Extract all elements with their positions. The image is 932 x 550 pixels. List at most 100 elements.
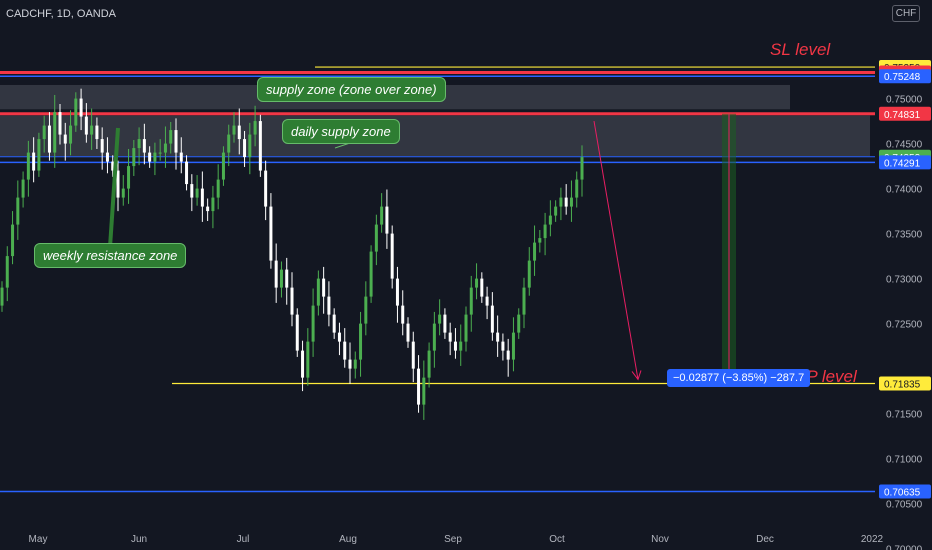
ytick-0.75000: 0.75000 — [886, 95, 923, 106]
candle-35 — [185, 155, 189, 191]
sl-level-label[interactable]: SL level — [770, 40, 831, 59]
candle-97 — [511, 317, 515, 372]
candle-71 — [374, 214, 378, 266]
candle-27 — [142, 123, 146, 165]
price-label-bg-0.74831 — [879, 106, 931, 121]
candle-76 — [401, 290, 405, 336]
candle-21 — [111, 155, 115, 177]
projection-arrow-head — [631, 370, 642, 381]
currency-button[interactable]: CHF — [892, 5, 920, 22]
candle-38 — [200, 171, 204, 222]
candle-5 — [26, 140, 30, 197]
candle-72 — [380, 193, 384, 233]
ytick-0.72500: 0.72500 — [886, 320, 923, 331]
candle-28 — [148, 146, 152, 168]
candle-33 — [174, 118, 178, 170]
candle-22 — [116, 160, 120, 212]
ytick-0.73500: 0.73500 — [886, 230, 923, 241]
candle-43 — [227, 124, 231, 167]
weekly-note-pointer — [108, 127, 120, 248]
candle-9 — [47, 112, 51, 161]
xtick-Sep: Sep — [444, 534, 462, 545]
candle-85 — [448, 322, 452, 356]
candle-80 — [422, 360, 426, 420]
candle-1 — [5, 246, 9, 302]
price-label-0.70635: 0.70635 — [884, 487, 921, 498]
candle-31 — [163, 126, 167, 168]
price-label-bg-0.71835 — [879, 376, 931, 391]
candle-56 — [295, 308, 299, 357]
weekly-resistance-note[interactable]: weekly resistance zone — [34, 243, 187, 268]
candle-78 — [411, 331, 415, 383]
ytick-0.71000: 0.71000 — [886, 455, 923, 466]
candle-14 — [74, 92, 78, 132]
xtick-May: May — [29, 534, 48, 545]
candle-66 — [348, 342, 352, 384]
candle-107 — [564, 184, 568, 215]
candle-92 — [485, 286, 489, 320]
candle-52 — [274, 243, 278, 303]
price-label-0.74291: 0.74291 — [884, 158, 921, 169]
candle-74 — [390, 225, 394, 289]
candle-84 — [443, 308, 447, 339]
candle-102 — [538, 229, 542, 253]
candle-15 — [79, 88, 83, 131]
candle-13 — [69, 110, 73, 156]
measure-label[interactable]: −0.02877 (−3.85%) −287.7 — [667, 369, 811, 387]
candle-32 — [169, 121, 173, 154]
supply-zone-note[interactable]: supply zone (zone over zone) — [257, 77, 446, 102]
candle-75 — [395, 266, 399, 323]
candle-49 — [258, 114, 262, 177]
xtick-Oct: Oct — [549, 534, 565, 545]
candle-101 — [533, 225, 537, 276]
candle-96 — [506, 338, 510, 377]
candle-60 — [316, 270, 320, 316]
candle-24 — [127, 148, 131, 204]
candle-17 — [90, 108, 94, 150]
candle-41 — [216, 164, 220, 210]
candle-6 — [32, 137, 36, 183]
candle-63 — [332, 308, 336, 339]
price-label-0.71835: 0.71835 — [884, 379, 921, 390]
candle-54 — [285, 257, 289, 305]
price-label-0.75248: 0.75248 — [884, 72, 921, 83]
candle-93 — [490, 292, 494, 341]
candle-47 — [248, 122, 252, 175]
xtick-Dec: Dec — [756, 534, 774, 545]
candle-37 — [195, 175, 199, 206]
candle-58 — [306, 328, 310, 386]
xtick-Jul: Jul — [237, 534, 250, 545]
candle-8 — [42, 115, 46, 153]
candle-88 — [464, 306, 468, 352]
candle-20 — [105, 137, 109, 174]
candle-50 — [264, 160, 268, 221]
candle-62 — [327, 281, 331, 327]
candle-11 — [58, 103, 62, 145]
candle-23 — [121, 175, 125, 206]
candle-25 — [132, 139, 136, 176]
candle-86 — [453, 328, 457, 359]
candle-12 — [63, 122, 67, 161]
candle-100 — [527, 247, 531, 296]
candle-45 — [237, 108, 241, 155]
xtick-2022: 2022 — [861, 534, 884, 545]
daily-supply-zone-note[interactable]: daily supply zone — [282, 119, 400, 144]
candle-42 — [221, 146, 225, 186]
candle-83 — [438, 299, 442, 336]
tp-level-label[interactable]: TP level — [796, 367, 857, 386]
xtick-Jun: Jun — [131, 534, 147, 545]
candle-108 — [569, 180, 573, 222]
candle-18 — [95, 117, 99, 149]
candle-94 — [496, 315, 500, 357]
candle-64 — [337, 322, 341, 356]
daily-supply-zone-rect — [0, 115, 870, 157]
price-label-bg-0.75248 — [879, 69, 931, 84]
candle-36 — [190, 174, 194, 212]
price-label-bg-0.74291 — [879, 155, 931, 170]
candle-10 — [53, 94, 57, 168]
ytick-0.70500: 0.70500 — [886, 500, 923, 511]
candle-65 — [343, 328, 347, 368]
candle-30 — [158, 139, 162, 161]
candle-40 — [211, 185, 215, 229]
